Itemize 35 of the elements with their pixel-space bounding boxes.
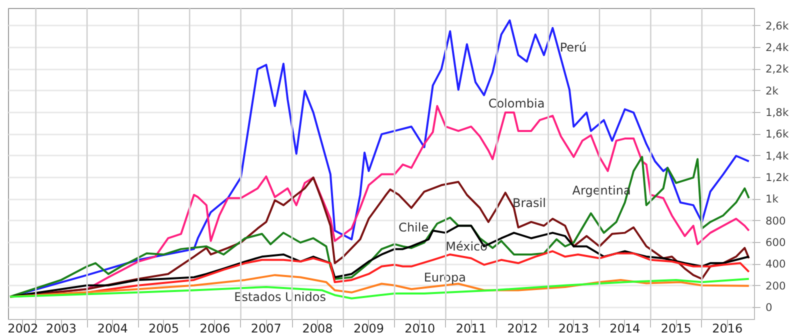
x-tick-label: 2004 [97, 322, 128, 335]
x-tick-label: 2002 [8, 322, 38, 335]
y-tick-label: 1,8k [766, 106, 790, 120]
x-tick-label: 2015 [660, 322, 692, 335]
annotation: Europa [424, 270, 466, 285]
y-tick-label: 1k [766, 192, 780, 206]
y-tick-label: 800 [766, 214, 786, 228]
annotation: Perú [560, 40, 587, 54]
x-tick-label: 2003 [46, 322, 77, 335]
y-tick-label: 2,2k [766, 62, 790, 76]
annotation: Colombia [488, 96, 545, 111]
y-tick-label: 2,6k [766, 19, 790, 32]
y-tick-label: 200 [766, 279, 786, 292]
x-tick-label: 2011 [456, 322, 486, 335]
annotation: Brasil [512, 196, 546, 210]
x-tick-label: 2007 [250, 322, 282, 335]
x-tick-label: 2008 [302, 322, 333, 335]
x-tick-label: 2005 [148, 322, 180, 335]
x-tick-label: 2010 [404, 322, 436, 335]
x-tick-label: 2016 [712, 322, 743, 335]
x-tick-label: 2006 [200, 322, 230, 335]
x-tick-label: 2012 [507, 322, 538, 335]
y-tick-label: 2,4k [766, 41, 790, 54]
x-tick-label: 2014 [610, 322, 640, 335]
y-tick-label: 1,2k [766, 171, 790, 184]
y-tick-label: 2k [766, 84, 780, 98]
x-tick-label: 2013 [558, 322, 589, 335]
annotation: Chile [398, 220, 429, 234]
y-tick-label: 1,4k [766, 149, 790, 162]
x-tick-label: 2009 [353, 322, 384, 335]
y-tick-label: 400 [766, 258, 786, 271]
y-tick-label: 1,6k [766, 128, 790, 141]
y-tick-label: 600 [766, 236, 786, 250]
annotation: México [446, 240, 488, 254]
y-tick-label: 0 [766, 301, 772, 314]
